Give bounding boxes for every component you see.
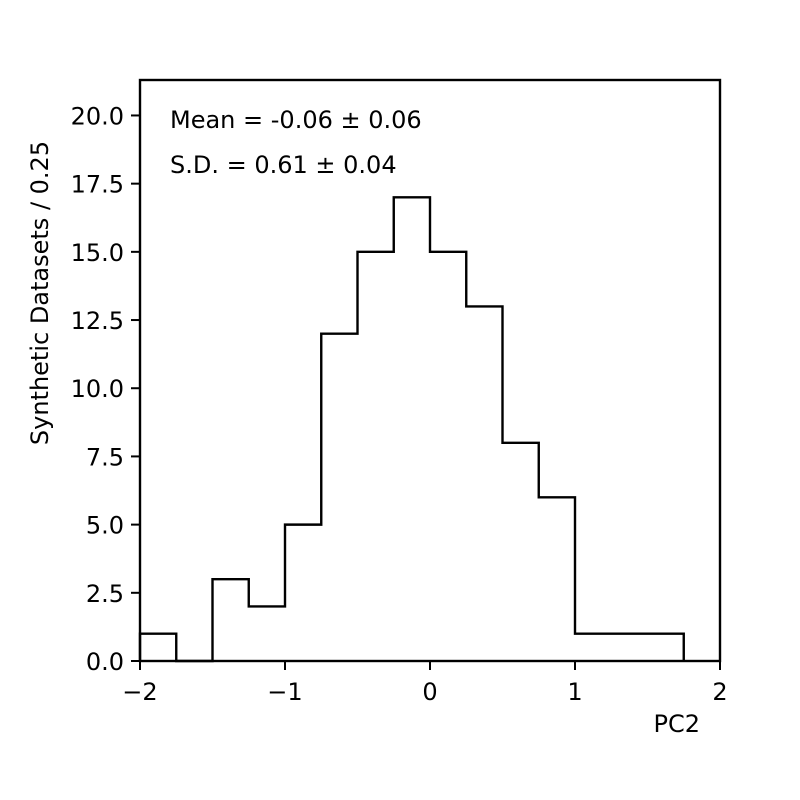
y-tick-label: 20.0 — [71, 102, 124, 130]
y-axis-ticks: 0.0 2.5 5.0 7.5 10.0 12.5 15.0 17.5 20.0 — [71, 102, 140, 676]
x-axis-label: PC2 — [654, 710, 701, 738]
y-tick-label: 15.0 — [71, 239, 124, 267]
y-tick-label: 2.5 — [86, 580, 124, 608]
histogram-bar — [503, 443, 539, 661]
histogram-bar — [358, 252, 394, 661]
histogram-step-line — [138, 196, 685, 663]
histogram-bar — [285, 525, 321, 661]
y-axis-label: Synthetic Datasets / 0.25 — [26, 141, 54, 445]
histogram-bar — [539, 497, 575, 661]
histogram-bar — [430, 252, 466, 661]
histogram-bar — [394, 197, 430, 661]
y-tick-label: 17.5 — [71, 171, 124, 199]
x-tick-label: −2 — [122, 678, 157, 706]
histogram-bar — [321, 334, 357, 661]
y-tick-label: 12.5 — [71, 307, 124, 335]
y-tick-label: 10.0 — [71, 375, 124, 403]
histogram-layer — [138, 196, 685, 663]
histogram-bar — [611, 634, 647, 661]
annotation-mean: Mean = -0.06 ± 0.06 — [170, 106, 422, 134]
histogram-bar — [466, 306, 502, 661]
y-tick-label: 7.5 — [86, 443, 124, 471]
histogram-bar — [140, 634, 176, 661]
annotation-sd: S.D. = 0.61 ± 0.04 — [170, 151, 397, 179]
histogram-bar — [249, 606, 285, 661]
histogram-bar — [213, 579, 249, 661]
histogram-bar — [648, 634, 684, 661]
x-tick-label: 1 — [567, 678, 582, 706]
x-axis-ticks: −2 −1 0 1 2 — [122, 661, 728, 706]
histogram-bar — [575, 634, 611, 661]
x-tick-label: 2 — [712, 678, 727, 706]
plot-background — [140, 80, 720, 661]
y-tick-label: 5.0 — [86, 512, 124, 540]
x-tick-label: 0 — [422, 678, 437, 706]
x-tick-label: −1 — [267, 678, 302, 706]
y-tick-label: 0.0 — [86, 648, 124, 676]
